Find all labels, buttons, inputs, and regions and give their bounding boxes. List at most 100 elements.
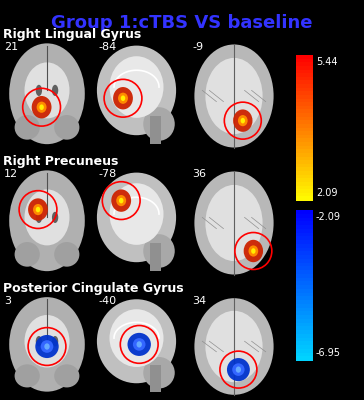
Bar xyxy=(296,182,313,186)
Text: -6.95: -6.95 xyxy=(316,348,341,358)
Ellipse shape xyxy=(32,96,51,118)
Ellipse shape xyxy=(251,248,256,254)
Bar xyxy=(2,294,92,399)
Ellipse shape xyxy=(116,195,126,206)
Bar xyxy=(96,167,186,279)
Bar xyxy=(296,91,313,95)
Ellipse shape xyxy=(113,87,133,110)
Text: -40: -40 xyxy=(98,296,116,306)
Bar xyxy=(296,196,313,200)
Ellipse shape xyxy=(36,85,42,96)
Bar xyxy=(190,294,278,399)
Bar xyxy=(296,135,313,139)
Bar xyxy=(296,120,313,124)
Bar xyxy=(296,315,313,319)
Ellipse shape xyxy=(111,190,131,212)
Bar xyxy=(296,84,313,88)
Bar xyxy=(296,142,313,146)
Bar xyxy=(296,138,313,142)
Bar xyxy=(296,117,313,121)
Bar xyxy=(296,300,313,304)
Ellipse shape xyxy=(205,185,262,261)
Bar xyxy=(296,248,313,252)
Bar xyxy=(296,175,313,179)
Bar xyxy=(296,88,313,92)
Ellipse shape xyxy=(143,357,175,388)
Ellipse shape xyxy=(36,212,42,223)
Bar xyxy=(296,281,313,286)
Bar xyxy=(2,167,92,279)
Bar xyxy=(296,225,313,229)
Ellipse shape xyxy=(110,56,163,118)
Ellipse shape xyxy=(28,198,48,221)
Ellipse shape xyxy=(97,46,176,135)
Ellipse shape xyxy=(143,234,175,268)
Bar xyxy=(296,95,313,99)
Bar xyxy=(296,259,313,263)
Bar xyxy=(296,218,313,222)
Ellipse shape xyxy=(97,173,176,262)
Ellipse shape xyxy=(249,245,258,257)
Ellipse shape xyxy=(54,115,79,140)
Ellipse shape xyxy=(35,335,59,358)
Ellipse shape xyxy=(39,104,44,110)
Bar xyxy=(296,308,313,312)
Bar xyxy=(296,102,313,106)
Ellipse shape xyxy=(54,364,79,388)
Text: Right Lingual Gyrus: Right Lingual Gyrus xyxy=(3,28,141,41)
Ellipse shape xyxy=(36,336,42,346)
Bar xyxy=(150,243,161,271)
Bar xyxy=(296,270,313,274)
Bar xyxy=(296,59,313,63)
Bar xyxy=(296,62,313,66)
Bar xyxy=(296,240,313,244)
Text: 21: 21 xyxy=(4,42,18,52)
Bar xyxy=(296,262,313,267)
Ellipse shape xyxy=(36,207,40,212)
Bar xyxy=(96,40,186,152)
Bar xyxy=(296,153,313,157)
Bar xyxy=(96,294,186,399)
Bar xyxy=(296,167,313,172)
Ellipse shape xyxy=(33,204,43,215)
Bar xyxy=(296,319,313,323)
Bar xyxy=(296,131,313,135)
Text: -2.09: -2.09 xyxy=(316,212,341,222)
Bar xyxy=(296,214,313,218)
Ellipse shape xyxy=(9,297,85,392)
Text: Group 1:cTBS VS baseline: Group 1:cTBS VS baseline xyxy=(51,14,313,32)
Bar xyxy=(296,255,313,259)
Bar xyxy=(296,285,313,289)
Ellipse shape xyxy=(194,44,274,148)
Ellipse shape xyxy=(54,242,79,267)
Ellipse shape xyxy=(133,338,146,351)
Ellipse shape xyxy=(232,363,245,376)
Bar xyxy=(296,338,313,342)
Ellipse shape xyxy=(44,343,50,350)
Text: -9: -9 xyxy=(192,42,203,52)
Ellipse shape xyxy=(9,43,85,144)
Bar xyxy=(296,289,313,293)
Bar xyxy=(296,356,313,360)
Ellipse shape xyxy=(37,102,47,113)
Bar xyxy=(296,113,313,117)
Text: Right Precuneus: Right Precuneus xyxy=(3,155,118,168)
Bar xyxy=(2,40,92,152)
Ellipse shape xyxy=(227,358,250,381)
Bar xyxy=(296,73,313,77)
Ellipse shape xyxy=(52,85,58,96)
Bar xyxy=(296,66,313,70)
Bar xyxy=(296,349,313,353)
Bar xyxy=(296,178,313,182)
Text: 5.44: 5.44 xyxy=(316,57,337,67)
Bar xyxy=(296,98,313,103)
Ellipse shape xyxy=(52,336,58,346)
Ellipse shape xyxy=(121,96,125,101)
Ellipse shape xyxy=(9,170,85,271)
Bar xyxy=(296,266,313,270)
Bar xyxy=(296,244,313,248)
Ellipse shape xyxy=(119,198,123,203)
Bar xyxy=(190,167,278,279)
Bar xyxy=(296,292,313,297)
Ellipse shape xyxy=(52,212,58,223)
